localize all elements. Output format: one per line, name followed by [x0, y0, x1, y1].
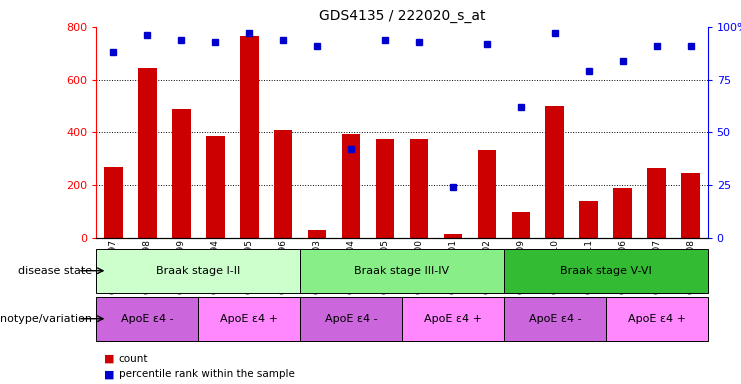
Bar — [300, 248, 504, 293]
Text: percentile rank within the sample: percentile rank within the sample — [119, 369, 294, 379]
Title: GDS4135 / 222020_s_at: GDS4135 / 222020_s_at — [319, 9, 485, 23]
Text: ApoE ε4 -: ApoE ε4 - — [528, 314, 581, 324]
Text: disease state: disease state — [19, 266, 93, 276]
Text: ■: ■ — [104, 369, 114, 379]
Bar — [681, 174, 700, 238]
Bar — [545, 106, 564, 238]
Text: Braak stage III-IV: Braak stage III-IV — [354, 266, 450, 276]
Bar — [172, 109, 190, 238]
Bar — [96, 296, 198, 341]
Bar — [477, 150, 496, 238]
Bar — [410, 139, 428, 238]
Text: ApoE ε4 +: ApoE ε4 + — [628, 314, 685, 324]
Text: Braak stage V-VI: Braak stage V-VI — [560, 266, 651, 276]
Bar — [504, 296, 605, 341]
Text: ■: ■ — [104, 354, 114, 364]
Bar — [96, 248, 300, 293]
Text: ApoE ε4 -: ApoE ε4 - — [325, 314, 377, 324]
Bar — [504, 248, 708, 293]
Bar — [342, 134, 360, 238]
Text: ApoE ε4 -: ApoE ε4 - — [121, 314, 173, 324]
Bar — [104, 167, 123, 238]
Bar — [614, 188, 632, 238]
Bar — [579, 201, 598, 238]
Text: Braak stage I-II: Braak stage I-II — [156, 266, 240, 276]
Bar — [444, 234, 462, 238]
Text: count: count — [119, 354, 148, 364]
Bar — [605, 296, 708, 341]
Bar — [198, 296, 300, 341]
Bar — [376, 139, 394, 238]
Bar — [402, 296, 504, 341]
Text: ApoE ε4 +: ApoE ε4 + — [220, 314, 278, 324]
Text: genotype/variation: genotype/variation — [0, 314, 93, 324]
Bar — [138, 68, 156, 238]
Text: ApoE ε4 +: ApoE ε4 + — [424, 314, 482, 324]
Bar — [648, 168, 666, 238]
Bar — [300, 296, 402, 341]
Bar — [308, 230, 327, 238]
Bar — [240, 36, 259, 238]
Bar — [206, 136, 225, 238]
Bar — [273, 130, 293, 238]
Bar — [511, 212, 531, 238]
